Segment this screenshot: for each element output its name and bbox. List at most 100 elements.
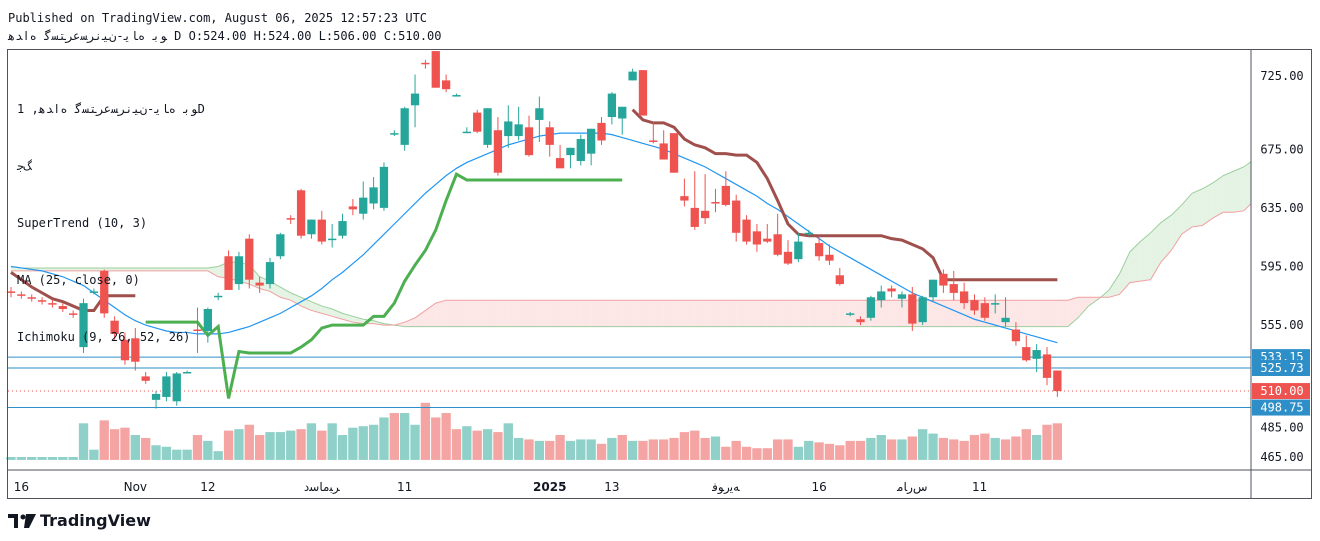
- price-tick-label: 635.00: [1260, 201, 1303, 215]
- ichimoku-span-b: [11, 203, 1251, 326]
- candle-body: [69, 313, 78, 315]
- volume-bar: [648, 439, 658, 460]
- volume-bar: [161, 446, 172, 460]
- ichimoku-cloud-segment: [560, 300, 571, 327]
- price-tick-label: 555.00: [1260, 318, 1303, 332]
- candle-body: [856, 319, 865, 323]
- candle-body: [711, 202, 720, 204]
- volume-bar: [835, 445, 845, 460]
- ichimoku-cloud-segment: [1181, 193, 1193, 235]
- volume-bar: [576, 439, 586, 460]
- legend-symbol[interactable]: ﻮﺑ ﻩﺎﯾ-ﻥﯿﻧﺮﺴﻋﺮﺘﺴﮔ ﻩﺍﺪﻫ, 1D: [17, 102, 205, 116]
- volume-bar: [545, 440, 555, 460]
- ichimoku-cloud-segment: [1223, 171, 1234, 213]
- volume-bar: [493, 432, 503, 460]
- candle-body: [649, 140, 658, 142]
- ichimoku-cloud-segment: [145, 267, 157, 271]
- ichimoku-cloud-segment: [404, 317, 416, 327]
- candle-body: [27, 297, 36, 299]
- candle-body: [286, 218, 295, 220]
- ichimoku-cloud-segment: [497, 300, 509, 327]
- price-tick-label: 675.00: [1260, 142, 1303, 156]
- ichimoku-cloud-segment: [549, 300, 561, 327]
- volume-bar: [99, 420, 109, 460]
- volume-bar: [1031, 435, 1042, 460]
- candle-body: [348, 206, 358, 210]
- ichimoku-cloud-segment: [1047, 300, 1058, 327]
- volume-bar: [27, 457, 37, 460]
- candle-body: [939, 273, 948, 286]
- volume-bar: [109, 429, 120, 460]
- legend-ma[interactable]: MA (25, close, 0): [17, 273, 140, 287]
- volume-bar: [482, 429, 493, 460]
- candle-body: [245, 238, 254, 280]
- legend-supertrend[interactable]: SuperTrend (10, 3): [17, 216, 148, 230]
- volume-bar: [203, 440, 213, 460]
- volume-bar: [306, 423, 317, 460]
- candle-body: [131, 338, 140, 362]
- ichimoku-cloud-segment: [1202, 182, 1213, 226]
- volume-bar: [462, 426, 472, 460]
- volume-bar: [949, 439, 959, 460]
- candle-body: [359, 197, 368, 214]
- ichimoku-cloud-segment: [1119, 251, 1130, 295]
- volume-bar: [58, 457, 68, 460]
- volume-bar: [223, 430, 234, 460]
- volume-bar: [1000, 439, 1011, 460]
- volume-bar: [37, 457, 47, 460]
- candle-body: [1022, 347, 1031, 361]
- candle-body: [545, 127, 554, 145]
- ichimoku-cloud-segment: [62, 267, 74, 271]
- ichimoku-cloud-segment: [156, 267, 167, 271]
- ichimoku-cloud-segment: [114, 267, 125, 271]
- time-axis-label: ﻪﯾﺭﻮﻓ: [711, 480, 740, 495]
- candle-body: [452, 95, 461, 97]
- volume-bar: [1021, 429, 1031, 460]
- tradingview-logo[interactable]: TradingView: [8, 511, 151, 530]
- volume-bar: [213, 451, 223, 460]
- volume-bar: [1042, 424, 1052, 460]
- volume-bar: [265, 432, 275, 460]
- volume-bar: [762, 448, 772, 460]
- price-label-box: [1252, 399, 1310, 416]
- supertrend-down-line: [10, 271, 136, 312]
- volume-bar: [317, 430, 327, 460]
- supertrend-up-line: [145, 172, 623, 399]
- volume-bar: [886, 439, 897, 460]
- volume-bar: [151, 445, 161, 460]
- volume-bar: [938, 437, 949, 460]
- candle-body: [307, 219, 316, 235]
- ichimoku-cloud-segment: [1316, 151, 1320, 201]
- ichimoku-cloud-segment: [746, 300, 757, 327]
- volume-bar: [710, 436, 721, 460]
- volume-bar: [814, 442, 824, 460]
- time-axis-label: 11: [972, 480, 987, 494]
- time-axis-label: 16: [811, 480, 826, 494]
- candle-body: [742, 219, 751, 242]
- published-header: Published on TradingView.com, August 06,…: [8, 9, 442, 45]
- volume-bar: [669, 437, 679, 460]
- ichimoku-cloud-segment: [52, 267, 63, 271]
- volume-bar: [1011, 436, 1021, 460]
- candle-body: [835, 275, 844, 285]
- candle-body: [628, 71, 637, 81]
- candle-body: [897, 294, 907, 299]
- ichimoku-cloud-segment: [1150, 222, 1161, 280]
- volume-bar: [897, 439, 907, 460]
- ichimoku-cloud-segment: [881, 300, 892, 327]
- ichimoku-cloud-segment: [1129, 241, 1141, 283]
- candle-body: [390, 133, 399, 135]
- volume-bar: [534, 440, 545, 460]
- ichimoku-cloud-segment: [11, 266, 22, 271]
- price-tick-label: 465.00: [1260, 450, 1303, 464]
- volume-bar: [627, 440, 638, 460]
- moving-average-line: [10, 132, 1058, 344]
- volume-bar: [959, 440, 969, 460]
- time-axis-label: ﺱﺭﺎﻣ: [896, 480, 928, 495]
- ichimoku-cloud-segment: [1192, 188, 1203, 227]
- volume-bar: [172, 449, 182, 460]
- ichimoku-cloud-segment: [1015, 300, 1027, 327]
- legend-ichimoku[interactable]: Ichimoku (9, 26, 52, 26): [17, 330, 191, 344]
- candle-body: [265, 262, 275, 285]
